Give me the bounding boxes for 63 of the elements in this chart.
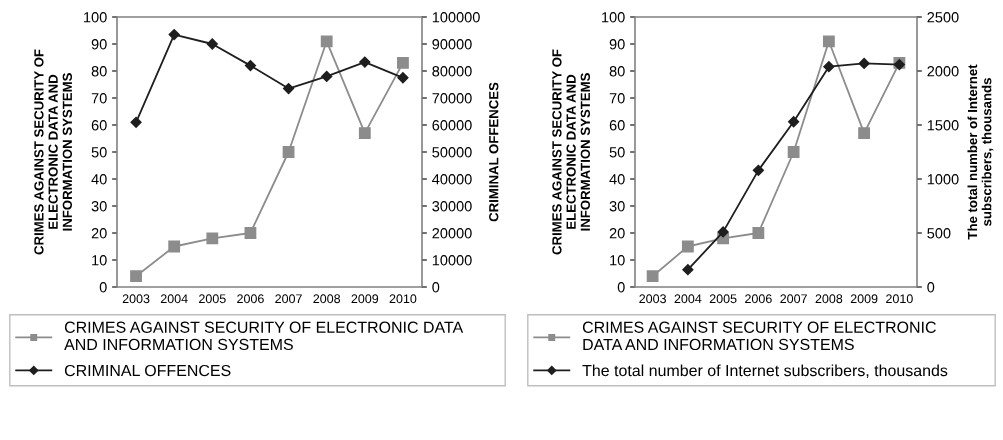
x-tick-label: 2006 bbox=[237, 294, 264, 304]
x-tick-label: 2004 bbox=[160, 294, 188, 304]
y2-tick-label: 2000 bbox=[927, 66, 959, 77]
y2-tick-label: 10000 bbox=[432, 255, 472, 266]
x-tick-label: 2005 bbox=[199, 294, 226, 304]
y-tick-label: 40 bbox=[91, 174, 107, 185]
legend-label: CRIMES AGAINST SECURITY OF ELECTRONIC DATA AND INFORMATION SYSTEMS bbox=[64, 321, 464, 351]
x-tick-label: 2009 bbox=[351, 294, 379, 304]
legend-label: CRIMINAL OFFENCES bbox=[64, 364, 231, 377]
y-tick-label: 100 bbox=[602, 12, 625, 23]
y-tick-label: 30 bbox=[91, 201, 107, 212]
y-axis-title: CRIMES AGAINST SECURITY OF ELECTRONIC DATA AND INFORMATION SYSTEMS bbox=[552, 49, 591, 255]
y-tick-label: 70 bbox=[609, 93, 625, 104]
x-tick-label: 2007 bbox=[780, 294, 807, 304]
x-tick-label: 2008 bbox=[313, 294, 341, 304]
x-tick-label: 2004 bbox=[674, 294, 702, 304]
y2-tick-label: 70000 bbox=[432, 93, 472, 104]
y-tick-label: 60 bbox=[609, 120, 625, 131]
y-tick-label: 100 bbox=[84, 12, 107, 23]
x-tick-label: 2005 bbox=[709, 294, 737, 304]
y2-tick-label: 60000 bbox=[432, 120, 472, 131]
y-tick-label: 70 bbox=[91, 93, 107, 104]
y2-tick-label: 1500 bbox=[927, 120, 959, 131]
x-tick-label: 2010 bbox=[389, 294, 417, 304]
y-tick-label: 50 bbox=[91, 147, 107, 158]
y-axis-title: CRIMES AGAINST SECURITY OF ELECTRONIC DATA AND INFORMATION SYSTEMS bbox=[34, 49, 73, 255]
y-tick-label: 90 bbox=[609, 39, 625, 50]
legend-label: The total number of Internet subscribers, thousands bbox=[582, 364, 948, 379]
y-tick-label: 80 bbox=[91, 66, 107, 77]
y2-tick-label: 0 bbox=[432, 282, 440, 293]
y2-tick-label: 1000 bbox=[927, 174, 959, 185]
y-tick-label: 0 bbox=[99, 282, 107, 293]
x-tick-label: 2007 bbox=[275, 294, 302, 304]
y-tick-label: 50 bbox=[609, 147, 625, 158]
x-tick-label: 2010 bbox=[886, 294, 913, 304]
y-tick-label: 90 bbox=[91, 39, 107, 50]
x-tick-label: 2006 bbox=[745, 294, 772, 304]
y-tick-label: 10 bbox=[610, 255, 625, 266]
y-tick-label: 0 bbox=[617, 282, 625, 293]
y2-tick-label: 40000 bbox=[432, 174, 472, 185]
y2-tick-label: 80000 bbox=[432, 66, 472, 77]
y2-tick-label: 0 bbox=[927, 282, 935, 293]
y-tick-label: 80 bbox=[609, 66, 625, 77]
y-tick-label: 10 bbox=[92, 255, 107, 266]
y2-tick-label: 20000 bbox=[432, 228, 472, 239]
y-tick-label: 60 bbox=[91, 120, 107, 131]
x-tick-label: 2003 bbox=[639, 294, 666, 304]
x-tick-label: 2009 bbox=[850, 294, 878, 304]
y2-tick-label: 500 bbox=[927, 228, 951, 239]
y-tick-label: 20 bbox=[609, 228, 625, 239]
y-tick-label: 40 bbox=[609, 174, 625, 185]
x-tick-label: 2003 bbox=[122, 294, 150, 304]
y2-axis-title: The total number of Internet subscribers, thousands bbox=[967, 64, 994, 240]
x-tick-label: 2008 bbox=[815, 294, 843, 304]
y2-tick-label: 100000 bbox=[432, 12, 480, 23]
y-tick-label: 20 bbox=[91, 228, 107, 239]
y2-tick-label: 90000 bbox=[432, 39, 472, 50]
y2-axis-title: CRIMINAL OFFENCES bbox=[489, 82, 499, 222]
y-tick-label: 30 bbox=[609, 201, 625, 212]
y2-tick-label: 50000 bbox=[432, 147, 472, 158]
legend-label: CRIMES AGAINST SECURITY OF ELECTRONIC DATA AND INFORMATION SYSTEMS bbox=[582, 321, 936, 351]
y2-tick-label: 2500 bbox=[927, 12, 959, 23]
y2-tick-label: 30000 bbox=[432, 201, 472, 212]
